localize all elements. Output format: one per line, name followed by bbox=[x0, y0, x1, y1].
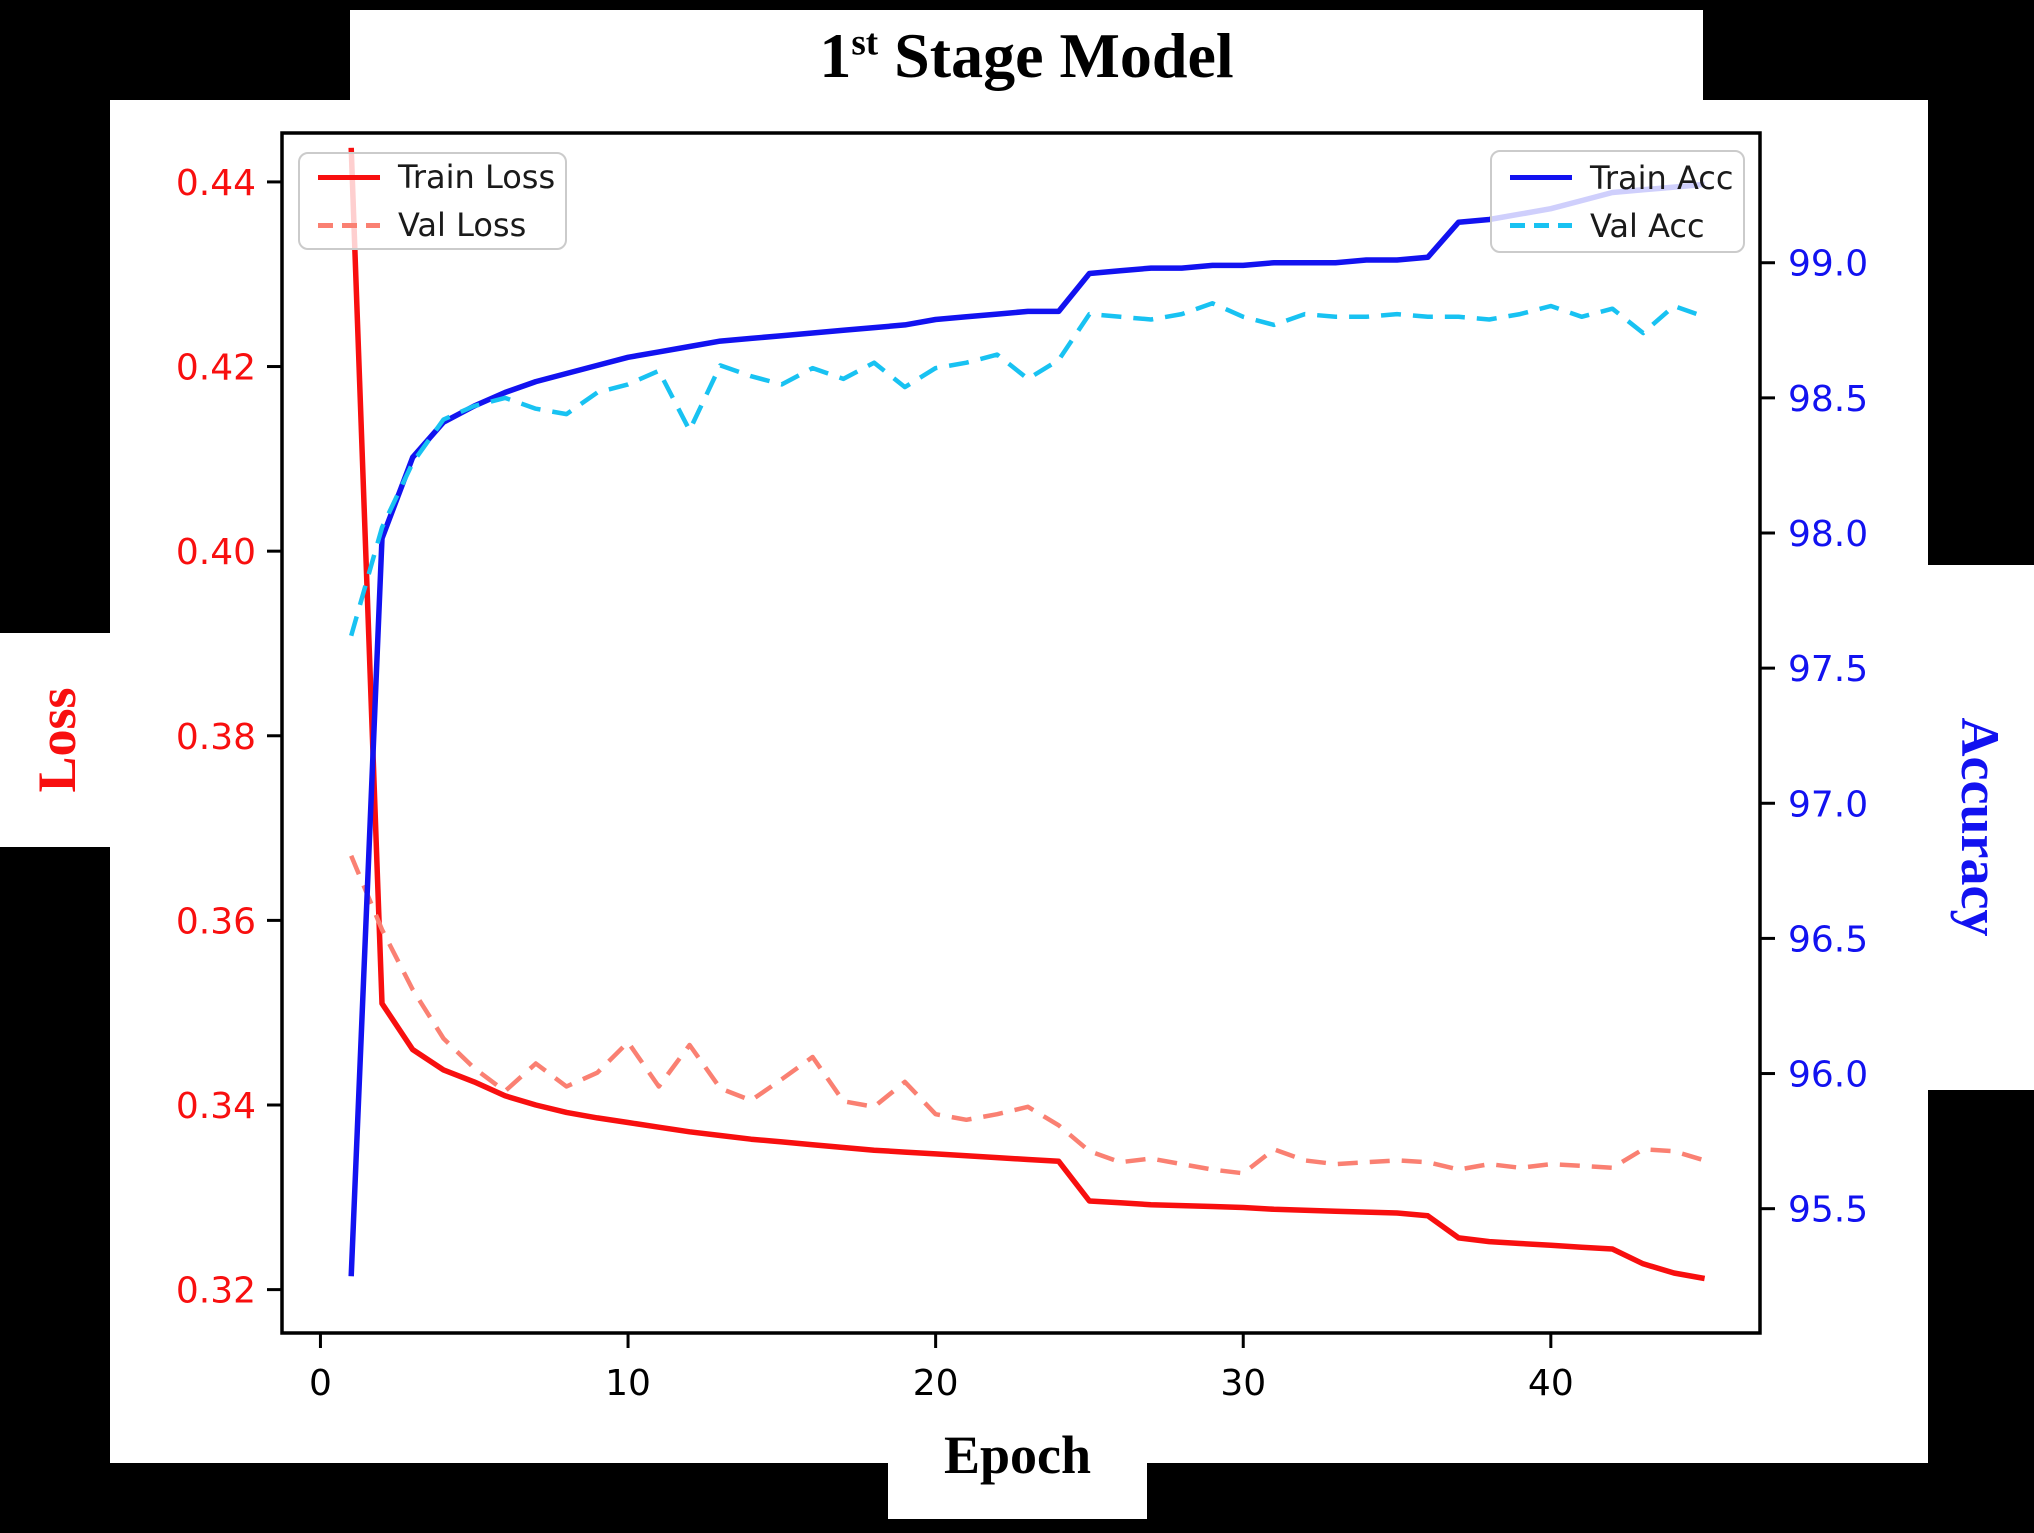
legend-label-val-acc: Val Acc bbox=[1590, 206, 1705, 245]
svg-text:0.34: 0.34 bbox=[176, 1086, 256, 1127]
svg-text:0.42: 0.42 bbox=[176, 348, 256, 389]
legend-item-val-acc: Val Acc bbox=[1510, 207, 1725, 245]
y-axis-label-accuracy: Accuracy bbox=[1950, 717, 2010, 937]
svg-text:0.32: 0.32 bbox=[176, 1271, 256, 1312]
svg-text:98.0: 98.0 bbox=[1788, 514, 1868, 555]
svg-text:0.38: 0.38 bbox=[176, 717, 256, 758]
svg-text:96.0: 96.0 bbox=[1788, 1055, 1868, 1096]
legend-item-val-loss: Val Loss bbox=[318, 206, 547, 244]
title-background-panel bbox=[350, 10, 1703, 102]
svg-text:10: 10 bbox=[605, 1363, 651, 1404]
legend-item-train-loss: Train Loss bbox=[318, 158, 555, 196]
svg-text:40: 40 bbox=[1528, 1363, 1574, 1404]
val-loss-line-sample bbox=[318, 222, 380, 228]
title-number: 1 bbox=[819, 20, 852, 91]
svg-text:96.5: 96.5 bbox=[1788, 919, 1868, 960]
legend-label-train-loss: Train Loss bbox=[398, 158, 556, 196]
legend-loss: Train Loss Val Loss bbox=[298, 152, 567, 250]
legend-item-train-acc: Train Acc bbox=[1510, 159, 1733, 197]
svg-text:20: 20 bbox=[913, 1363, 959, 1404]
svg-text:97.0: 97.0 bbox=[1788, 784, 1868, 825]
svg-text:30: 30 bbox=[1220, 1363, 1266, 1404]
svg-text:98.5: 98.5 bbox=[1788, 379, 1868, 420]
svg-text:95.5: 95.5 bbox=[1788, 1190, 1868, 1231]
epoch-label-background-panel bbox=[888, 1463, 1147, 1519]
chart-title: 1st Stage Model bbox=[350, 14, 1703, 98]
title-text: Stage Model bbox=[878, 20, 1234, 91]
svg-text:0.36: 0.36 bbox=[176, 901, 256, 942]
loss-label-background-panel bbox=[0, 633, 112, 847]
x-axis-label-epoch: Epoch bbox=[943, 1425, 1092, 1485]
svg-text:99.0: 99.0 bbox=[1788, 244, 1868, 285]
val-acc-line-sample bbox=[1510, 223, 1572, 228]
accuracy-label-background-panel bbox=[1926, 565, 2034, 1090]
train-acc-line-sample bbox=[1510, 175, 1572, 180]
legend-label-train-acc: Train Acc bbox=[1590, 158, 1734, 197]
legend-accuracy: Train Acc Val Acc bbox=[1490, 150, 1745, 253]
svg-text:0: 0 bbox=[309, 1363, 332, 1404]
legend-label-val-loss: Val Loss bbox=[398, 206, 527, 244]
title-superscript: st bbox=[851, 22, 879, 64]
svg-text:0.44: 0.44 bbox=[176, 163, 256, 204]
svg-text:97.5: 97.5 bbox=[1788, 649, 1868, 690]
plot-background-panel bbox=[110, 100, 1928, 1463]
train-loss-line-sample bbox=[318, 174, 380, 180]
svg-text:0.40: 0.40 bbox=[176, 532, 256, 573]
y-axis-label-loss: Loss bbox=[27, 687, 87, 793]
